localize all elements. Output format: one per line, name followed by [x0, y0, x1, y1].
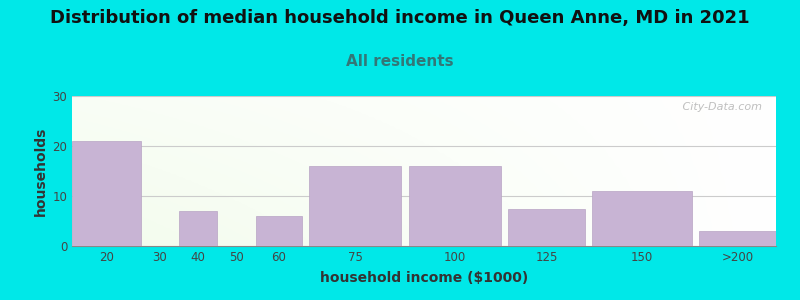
X-axis label: household income ($1000): household income ($1000) — [320, 271, 528, 285]
Text: Distribution of median household income in Queen Anne, MD in 2021: Distribution of median household income … — [50, 9, 750, 27]
Bar — [256, 216, 302, 246]
Text: All residents: All residents — [346, 54, 454, 69]
Bar — [699, 231, 776, 246]
Bar — [592, 191, 692, 246]
Bar — [310, 166, 401, 246]
Bar — [409, 166, 501, 246]
Bar — [179, 211, 218, 246]
Bar — [508, 208, 585, 246]
Bar — [72, 141, 141, 246]
Y-axis label: households: households — [34, 126, 48, 216]
Text: City-Data.com: City-Data.com — [679, 102, 762, 112]
